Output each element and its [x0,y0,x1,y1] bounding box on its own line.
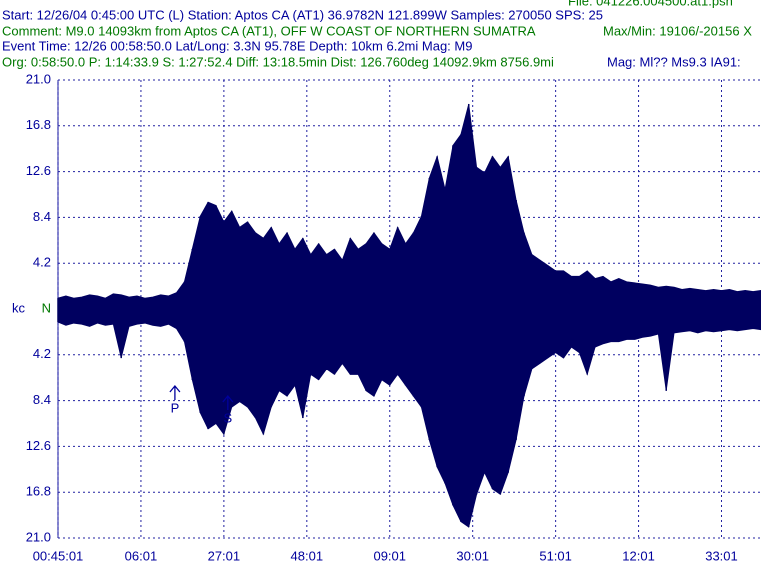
phase-arrow [169,384,181,400]
phase-label: P [171,400,180,415]
y-tick-label: 16.8 [26,484,51,499]
comment-line: Comment: M9.0 14093km from Aptos CA (AT1… [2,23,536,38]
x-tick-label: 33:01 [705,548,738,563]
x-tick-label: 06:01 [125,548,158,563]
start-line: Start: 12/26/04 0:45:00 UTC (L) Station:… [2,7,603,22]
phase-arrow [222,394,234,410]
y-tick-label: 21.0 [26,529,51,544]
y-tick-label: 8.4 [33,392,51,407]
y-axis-label: kc [12,300,26,315]
x-tick-label: 12:01 [622,548,655,563]
x-tick-label: 00:45:01 [33,548,84,563]
y-tick-label: N [42,300,51,315]
phase-label: S [223,410,232,425]
y-tick-label: 4.2 [33,346,51,361]
event-line: Event Time: 12/26 00:58:50.0 Lat/Long: 3… [2,38,472,53]
max-min: Max/Min: 19106/-20156 X [603,23,752,38]
y-tick-label: 8.4 [33,209,51,224]
x-tick-label: 09:01 [373,548,406,563]
org-line: Org: 0:58:50.0 P: 1:14:33.9 S: 1:27:52.4… [2,54,554,69]
y-tick-label: 12.6 [26,438,51,453]
y-tick-label: 16.8 [26,117,51,132]
magnitude: Mag: Ml?? Ms9.3 IA91: [607,54,741,69]
x-tick-label: 30:01 [456,548,489,563]
y-tick-label: 21.0 [26,71,51,86]
x-tick-label: 51:01 [539,548,572,563]
y-tick-label: 4.2 [33,255,51,270]
x-tick-label: 48:01 [291,548,324,563]
y-tick-label: 12.6 [26,163,51,178]
file-name: File: 041226.004500.at1.psn [568,0,733,8]
x-tick-label: 27:01 [208,548,241,563]
